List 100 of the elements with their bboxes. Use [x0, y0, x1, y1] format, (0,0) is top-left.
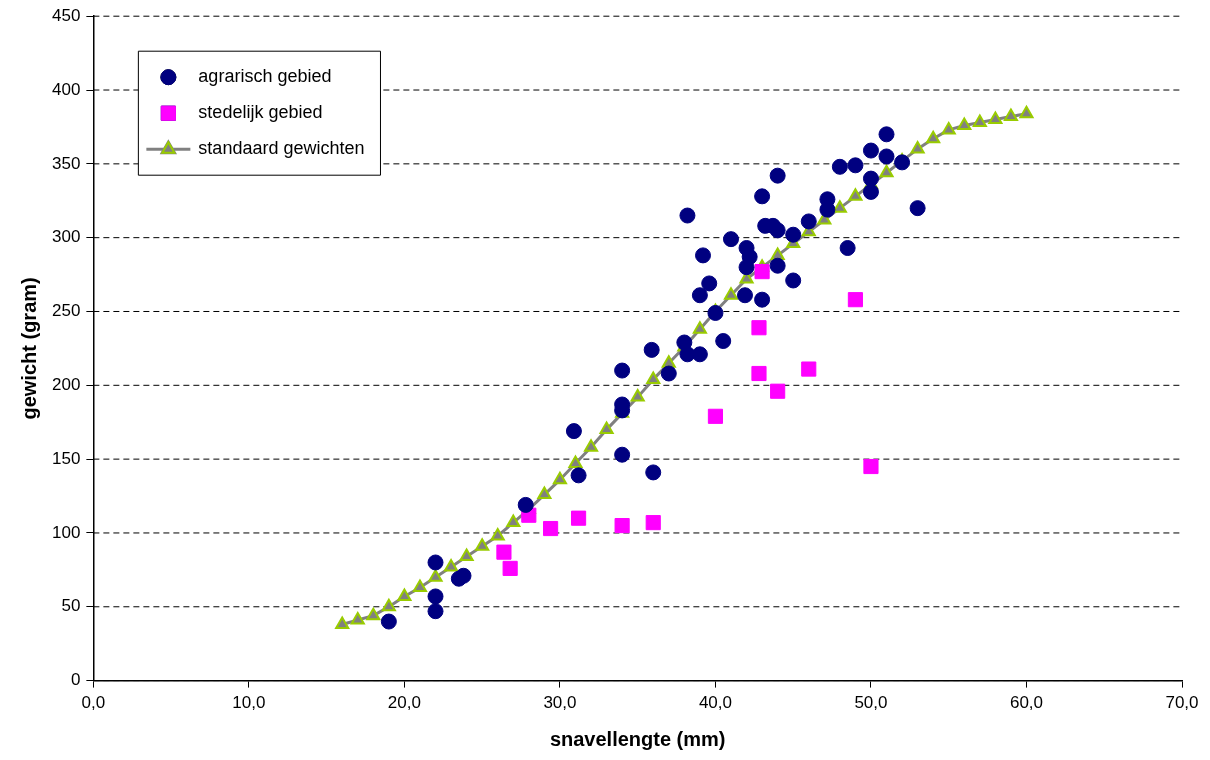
point — [910, 141, 925, 154]
x-tick-label: 30,0 — [543, 693, 577, 713]
point — [335, 616, 350, 629]
point — [537, 486, 552, 500]
point — [506, 514, 521, 528]
point — [862, 183, 879, 200]
point — [751, 365, 767, 382]
point — [894, 154, 911, 171]
point — [1003, 108, 1018, 122]
point — [614, 362, 631, 379]
point — [645, 464, 662, 481]
point — [736, 287, 753, 304]
point — [832, 200, 847, 213]
point — [769, 222, 786, 239]
x-tick-label: 40,0 — [698, 693, 732, 713]
point — [691, 287, 708, 304]
point — [502, 560, 518, 576]
point — [754, 264, 770, 280]
point — [957, 117, 972, 130]
point — [570, 467, 587, 484]
x-tick-label: 50,0 — [854, 693, 888, 713]
point — [614, 518, 630, 534]
y-axis-title: gewicht (gram) — [17, 277, 40, 420]
point — [715, 333, 732, 350]
point — [988, 111, 1003, 125]
point — [801, 361, 817, 377]
point — [543, 520, 559, 537]
point — [350, 612, 365, 625]
point — [565, 423, 582, 440]
point — [692, 321, 707, 334]
point — [412, 579, 428, 593]
legend-label: standaard gewichten — [198, 138, 365, 159]
point — [863, 458, 879, 475]
point — [831, 158, 848, 175]
point — [785, 272, 802, 289]
point — [428, 569, 443, 582]
point — [427, 603, 444, 620]
point — [878, 126, 895, 143]
point — [847, 157, 864, 174]
point — [847, 292, 863, 308]
point — [722, 231, 739, 248]
point — [645, 515, 661, 531]
point — [380, 613, 397, 630]
y-tick-label: 0 — [70, 670, 81, 690]
point — [785, 226, 802, 243]
x-tick-label: 70,0 — [1165, 693, 1199, 713]
point — [552, 471, 567, 485]
point — [475, 538, 490, 551]
point — [646, 371, 661, 384]
point — [444, 558, 459, 572]
point — [490, 527, 505, 541]
point — [643, 341, 660, 358]
point — [427, 554, 444, 571]
point — [701, 275, 718, 292]
point — [909, 200, 926, 217]
point — [839, 240, 856, 256]
point — [862, 142, 879, 159]
x-tick-label: 20,0 — [387, 693, 421, 713]
legend-label: stedelijk gebied — [198, 102, 323, 123]
point — [926, 130, 941, 144]
x-tick-label: 60,0 — [1009, 693, 1044, 713]
point — [941, 121, 956, 135]
point — [630, 389, 645, 402]
point — [660, 365, 677, 382]
point — [972, 114, 987, 127]
point — [848, 188, 863, 201]
point — [754, 188, 771, 205]
x-tick-label: 10,0 — [232, 693, 266, 713]
x-tick-label: 0,0 — [81, 693, 106, 713]
y-tick-label: 450 — [51, 5, 81, 25]
point — [754, 291, 771, 308]
point — [695, 247, 711, 264]
legend-label: agrarisch gebied — [198, 66, 332, 87]
point — [738, 259, 755, 276]
y-tick-label: 400 — [51, 79, 81, 99]
y-tick-label: 150 — [51, 448, 81, 468]
x-axis-title: snavellengte (mm) — [549, 727, 726, 750]
point — [723, 287, 739, 300]
point — [862, 170, 879, 187]
point — [751, 320, 767, 336]
point — [381, 598, 396, 612]
point — [427, 588, 444, 605]
y-tick-label: 50 — [61, 596, 81, 616]
point — [769, 257, 786, 274]
point — [691, 346, 708, 363]
point — [366, 607, 381, 621]
point — [800, 213, 817, 230]
point — [614, 446, 631, 463]
point — [517, 496, 534, 513]
y-tick-label: 200 — [51, 375, 81, 394]
point — [707, 304, 724, 321]
point — [878, 148, 895, 165]
point — [397, 588, 412, 601]
point — [707, 408, 724, 424]
y-tick-label: 250 — [51, 301, 81, 321]
point — [769, 167, 786, 184]
point — [583, 439, 599, 452]
point — [568, 455, 583, 469]
point — [455, 567, 472, 584]
point — [879, 164, 894, 178]
